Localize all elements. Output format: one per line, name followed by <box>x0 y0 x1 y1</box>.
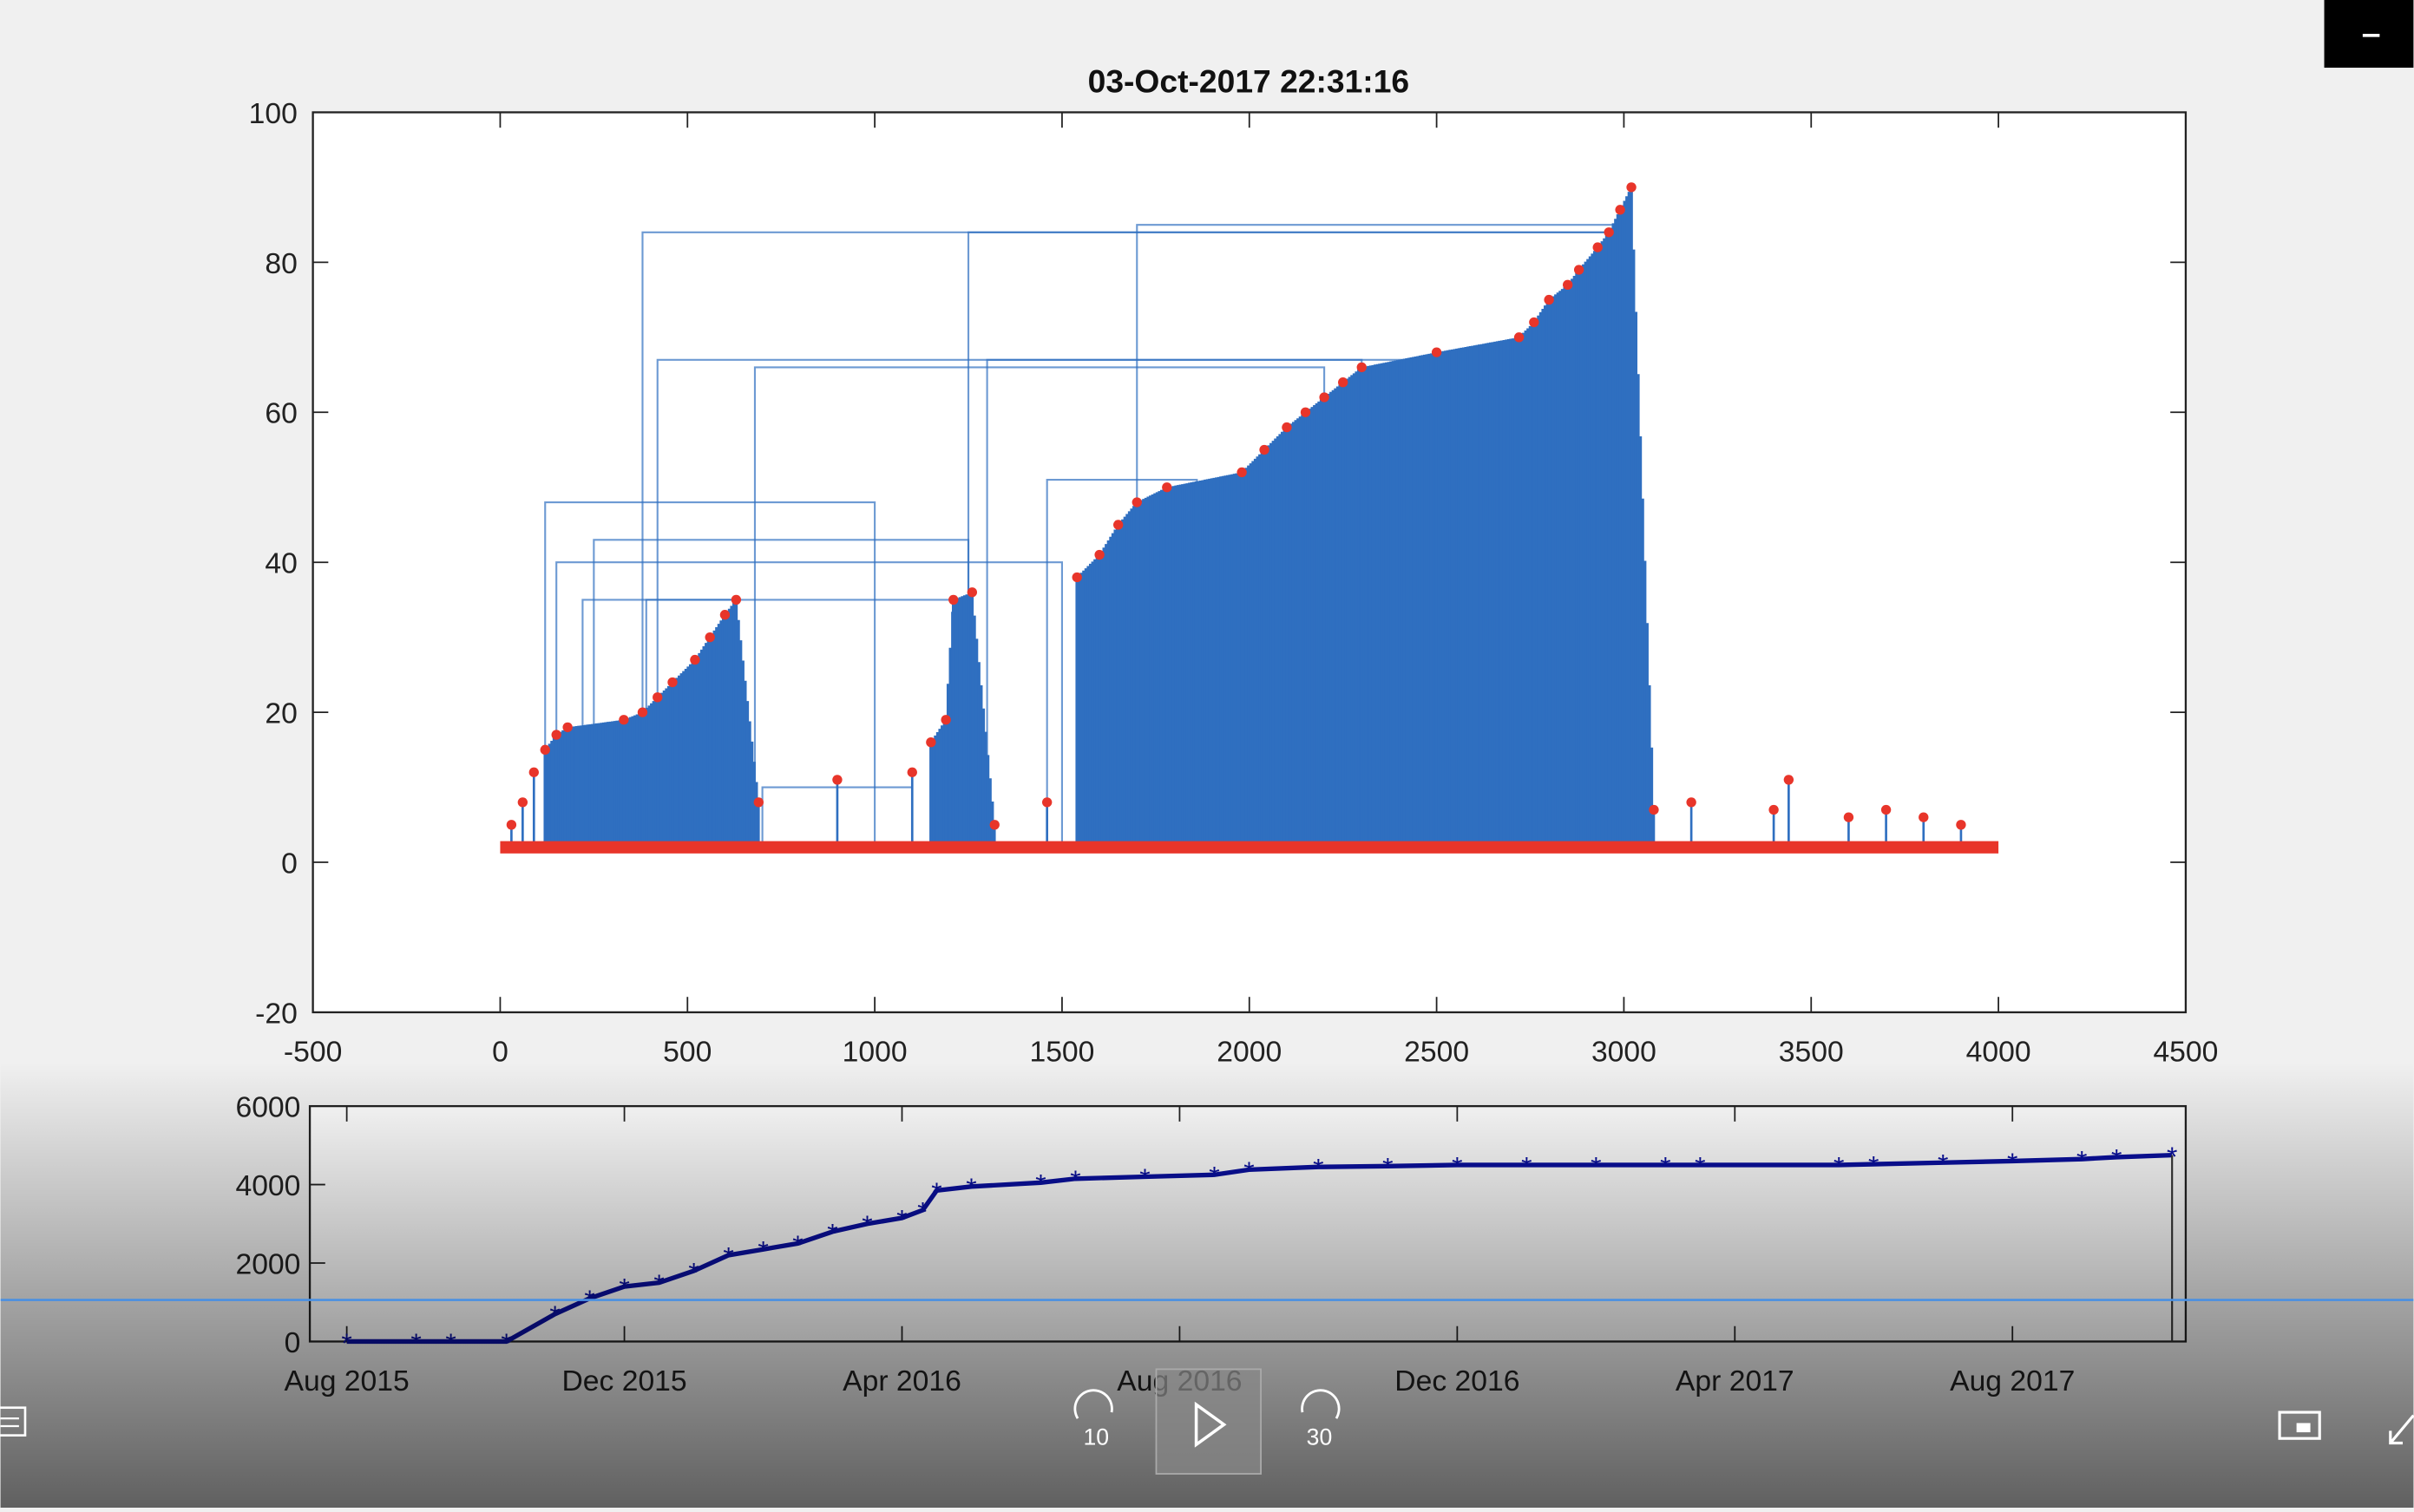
data-point <box>528 767 539 777</box>
data-point <box>1686 797 1696 808</box>
data-point <box>667 677 678 688</box>
data-point <box>1259 444 1269 455</box>
data-point <box>907 767 917 777</box>
figure-title: 03-Oct-2017 22:31:16 <box>1088 62 1410 99</box>
y-tick-label: -20 <box>255 998 298 1030</box>
data-point <box>753 797 764 808</box>
data-point <box>1919 812 1929 822</box>
data-point <box>1573 265 1584 275</box>
forward-label: 30 <box>1307 1424 1333 1450</box>
play-button-bg <box>1155 1368 1262 1475</box>
y-tick-label: 0 <box>281 848 298 880</box>
collapse-icon <box>2389 1414 2414 1445</box>
data-point <box>619 715 629 725</box>
data-point <box>1282 422 1292 433</box>
data-point <box>1768 804 1779 815</box>
miniplayer-icon <box>2278 1411 2321 1440</box>
data-point <box>1431 347 1442 357</box>
data-point <box>517 797 528 808</box>
data-point <box>1162 482 1172 493</box>
data-point <box>1237 467 1247 478</box>
data-point <box>1592 242 1603 252</box>
x-tick-label: 0 <box>492 1037 508 1069</box>
data-point <box>653 692 663 703</box>
link-line <box>555 561 1064 848</box>
data-point <box>719 610 731 620</box>
collapse-button[interactable] <box>2389 1414 2414 1445</box>
data-point <box>690 654 700 665</box>
data-point <box>832 775 843 785</box>
link-line <box>544 501 876 848</box>
data-point <box>1626 182 1637 193</box>
data-point <box>1649 804 1659 815</box>
baseline-markers <box>500 841 1999 854</box>
data-point <box>1338 377 1348 388</box>
y-tick-label: 100 <box>249 98 298 130</box>
minimize-button[interactable] <box>2324 0 2414 69</box>
data-point <box>1072 572 1082 583</box>
data-point <box>1563 279 1573 290</box>
data-point <box>989 820 1000 830</box>
data-point <box>967 587 978 598</box>
miniplayer-button[interactable] <box>2278 1411 2321 1440</box>
data-point <box>1783 775 1794 785</box>
data-point <box>1132 497 1142 507</box>
data-point <box>1113 520 1124 530</box>
data-point <box>1615 205 1625 215</box>
rewind-10-icon <box>1073 1389 1113 1419</box>
forward-30-icon <box>1301 1389 1341 1419</box>
captions-icon <box>0 1406 27 1437</box>
data-point <box>1094 549 1105 560</box>
data-point <box>562 722 573 733</box>
data-point <box>1956 820 1966 830</box>
y-tick-label: 40 <box>265 548 297 580</box>
data-point <box>941 715 951 725</box>
rewind-label: 10 <box>1084 1424 1110 1450</box>
data-point <box>1544 294 1554 305</box>
data-point <box>637 707 648 717</box>
data-point <box>1319 392 1329 403</box>
data-point <box>1041 797 1053 808</box>
play-icon <box>1194 1401 1227 1448</box>
data-point <box>1843 812 1854 822</box>
data-point <box>1513 332 1525 343</box>
data-point <box>705 632 715 643</box>
main-plot-data <box>500 182 1999 854</box>
y-tick-label: 60 <box>265 398 297 430</box>
data-point <box>1356 362 1367 373</box>
captions-button[interactable] <box>0 1406 27 1437</box>
data-point <box>506 820 517 830</box>
play-button[interactable] <box>1155 1368 1262 1475</box>
data-point <box>1880 804 1892 815</box>
data-point <box>540 744 550 756</box>
data-point <box>926 737 936 748</box>
data-point <box>731 594 742 605</box>
data-point <box>1529 317 1539 328</box>
y-tick-label: 20 <box>265 698 297 730</box>
data-point <box>551 730 561 740</box>
data-point <box>948 594 959 605</box>
forward-30-button[interactable]: 30 <box>1301 1389 1341 1450</box>
rewind-10-button[interactable]: 10 <box>1073 1389 1113 1450</box>
y-tick-label: 80 <box>265 248 297 280</box>
data-point <box>1300 407 1311 417</box>
data-point <box>1604 227 1614 238</box>
